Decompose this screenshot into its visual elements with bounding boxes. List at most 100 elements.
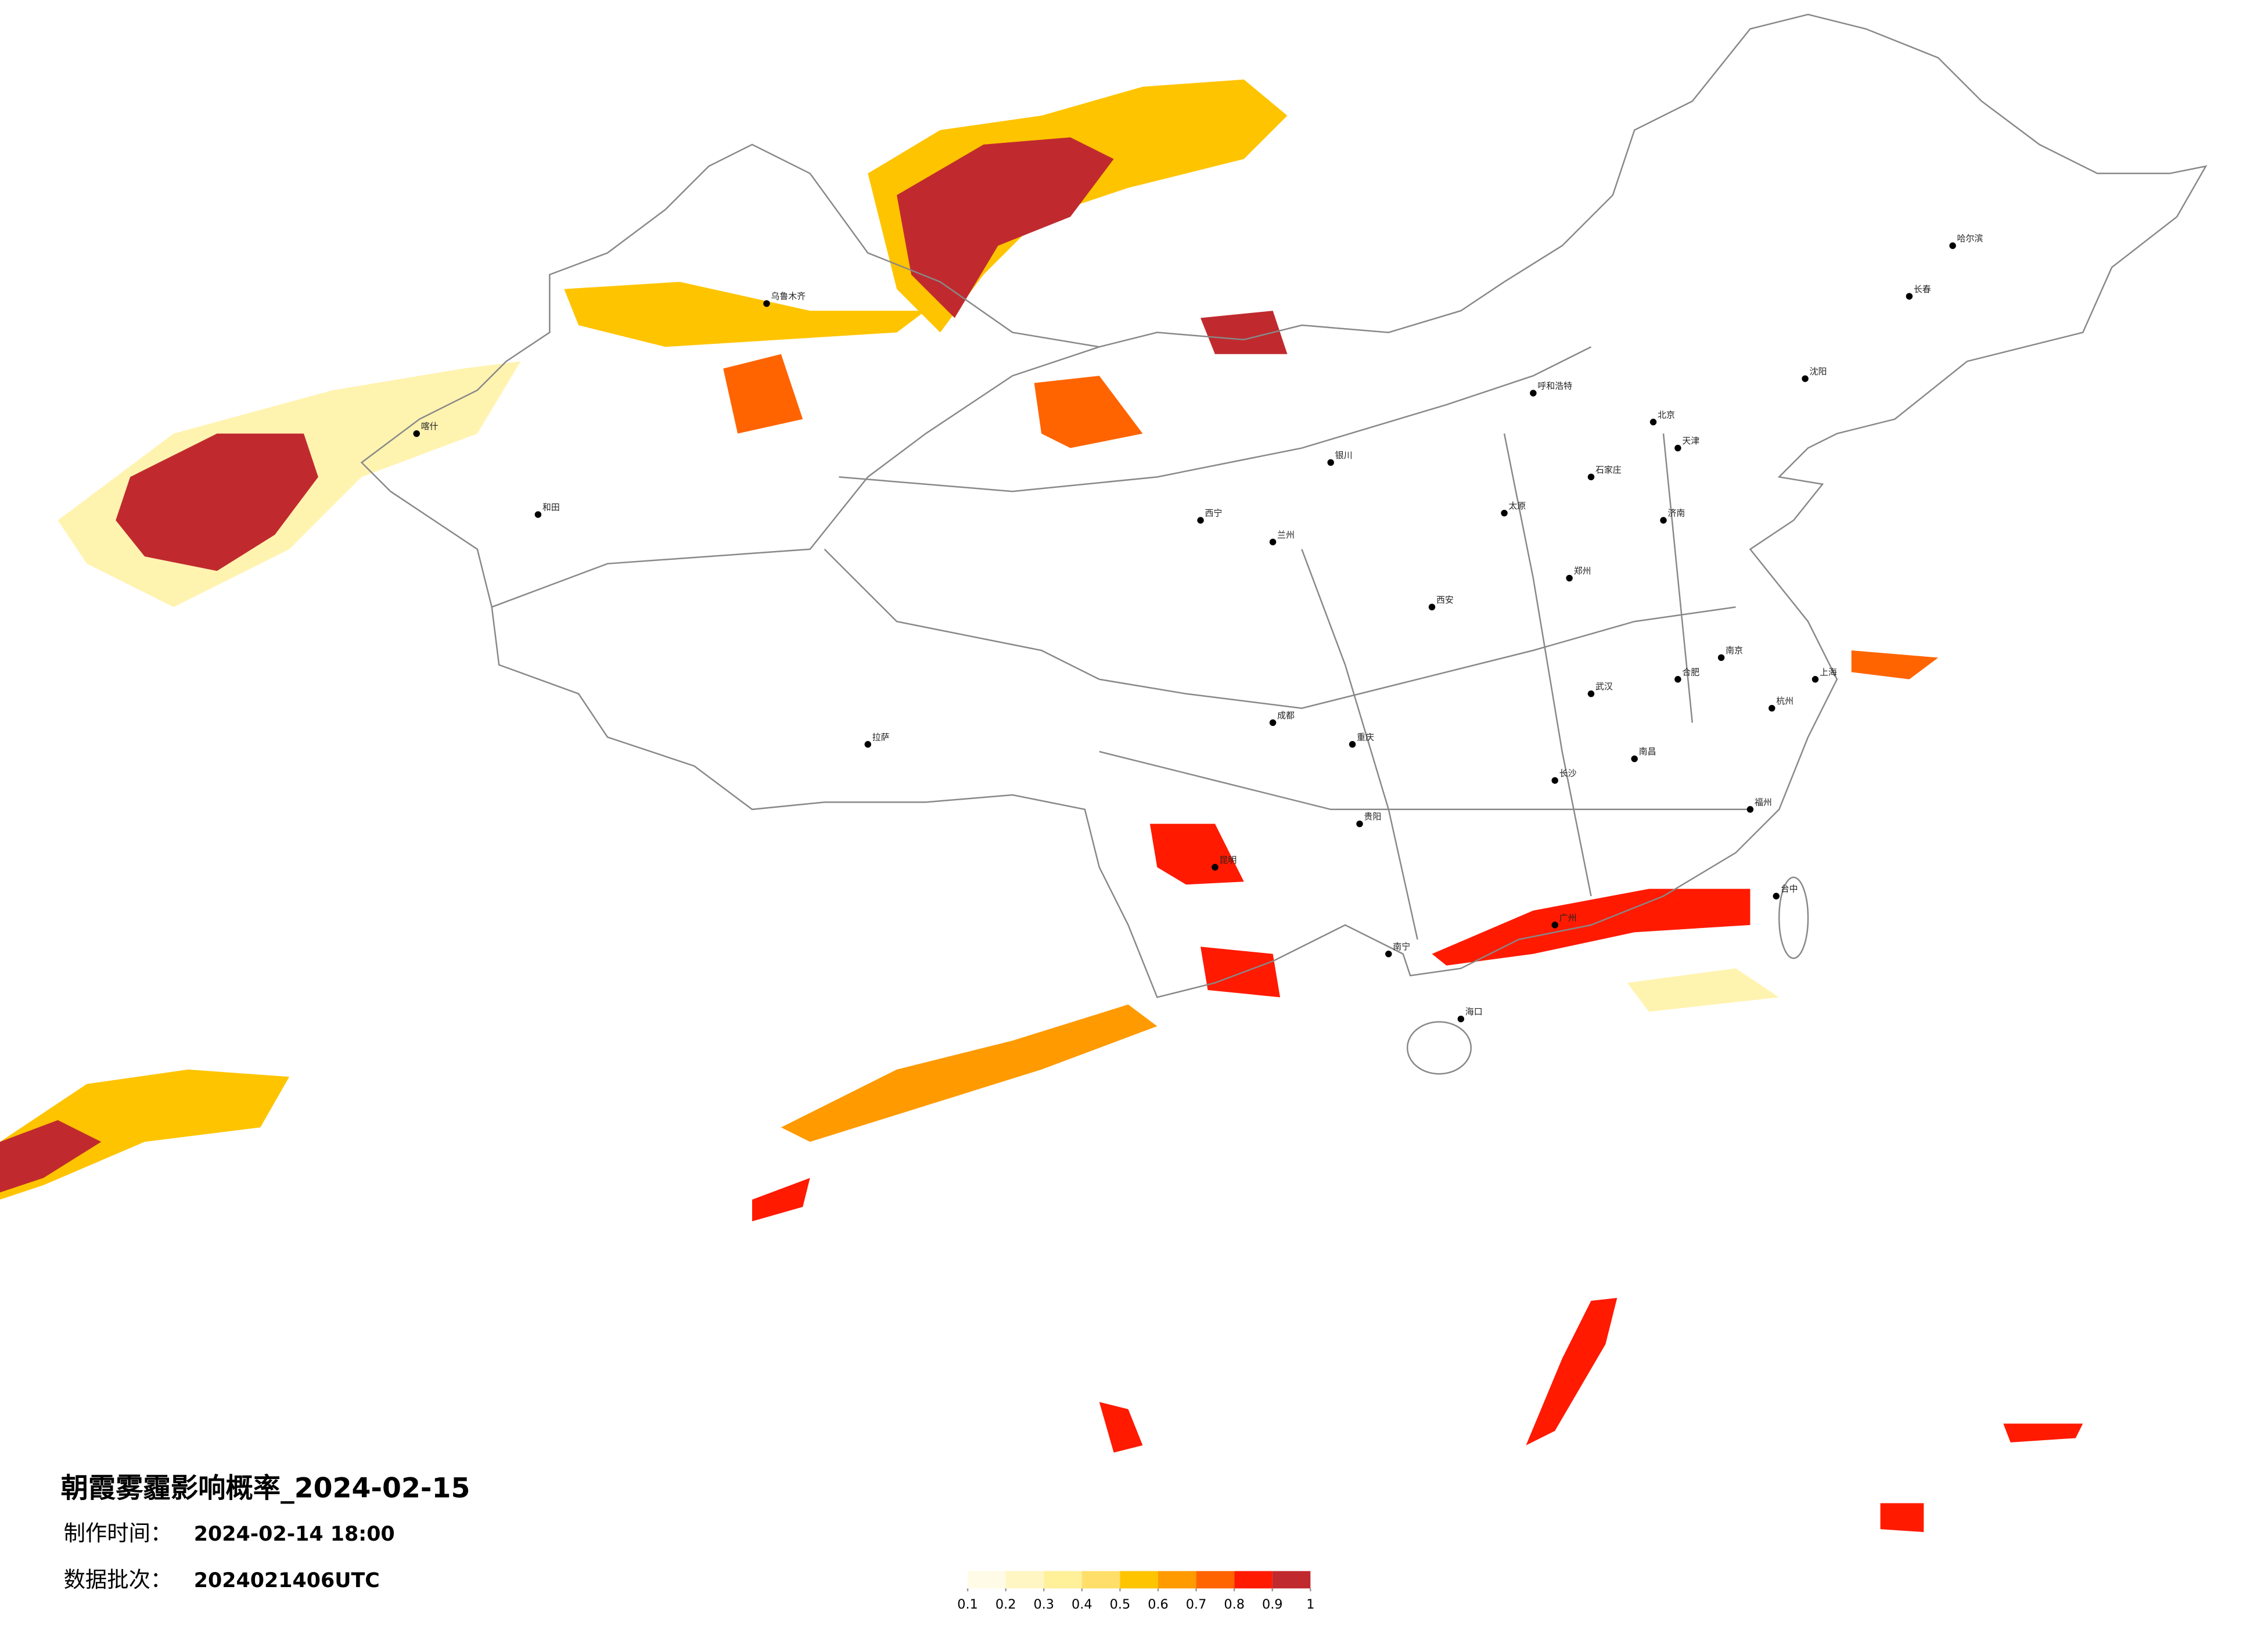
city-label: 武汉 <box>1595 681 1613 692</box>
city-label: 呼和浩特 <box>1537 381 1572 391</box>
fog-area <box>1432 888 1751 966</box>
fog-area <box>2003 1423 2083 1442</box>
city-dot <box>1649 419 1657 426</box>
city-label: 银川 <box>1335 450 1353 461</box>
city-dot <box>413 430 420 437</box>
city-dot <box>1769 704 1775 712</box>
city-dot <box>1587 690 1595 697</box>
legend-swatch <box>1005 1571 1044 1589</box>
legend-swatch <box>1044 1571 1082 1589</box>
fog-area <box>897 137 1114 318</box>
legend-tick-label: 0.5 <box>1110 1597 1131 1612</box>
city-label: 合肥 <box>1682 667 1699 677</box>
city-label: 太原 <box>1509 501 1526 511</box>
city-label: 杭州 <box>1776 696 1793 706</box>
city-dot <box>1674 444 1681 452</box>
city-dot <box>1356 820 1363 828</box>
city-dot <box>864 741 871 748</box>
city-dot <box>1802 375 1809 382</box>
city-dot <box>763 300 770 307</box>
city-label: 拉萨 <box>872 732 890 742</box>
city-label: 兰州 <box>1277 530 1295 540</box>
city-dot <box>1811 676 1819 683</box>
city-dot <box>1587 473 1595 481</box>
fog-area <box>1201 947 1281 998</box>
city-label: 成都 <box>1277 710 1295 721</box>
city-dot <box>1530 390 1537 397</box>
city-label: 南宁 <box>1393 941 1410 952</box>
city-dot <box>1501 509 1508 517</box>
legend-tick-label: 0.6 <box>1148 1597 1169 1612</box>
city-label: 贵阳 <box>1364 811 1381 822</box>
city-dot <box>534 511 542 518</box>
fog-area <box>564 282 926 347</box>
city-label: 济南 <box>1667 508 1685 519</box>
time-value: 2024-02-14 18:00 <box>194 1523 395 1546</box>
legend-swatch <box>968 1571 1006 1589</box>
city-label: 北京 <box>1658 409 1675 420</box>
legend-tick-label: 0.2 <box>995 1597 1016 1612</box>
city-label: 石家庄 <box>1595 465 1622 475</box>
fog-area <box>1526 1298 1618 1445</box>
fog-area <box>1851 650 1939 679</box>
fog-area <box>781 1004 1158 1142</box>
city-label: 西安 <box>1436 595 1454 605</box>
city-label: 广州 <box>1559 912 1577 923</box>
legend-tick-label: 0.9 <box>1262 1597 1283 1612</box>
city-dot <box>1773 893 1780 900</box>
fog-area <box>116 433 318 571</box>
legend-tick-label: 1 <box>1306 1597 1314 1612</box>
legend: 0.1 0.2 0.3 0.4 0.5 0.6 0.7 0.8 0.9 1 <box>957 1571 1314 1612</box>
batch-label: 数据批次： <box>64 1567 172 1592</box>
legend-swatch <box>1081 1571 1120 1589</box>
city-label: 哈尔滨 <box>1957 233 1983 244</box>
city-label: 喀什 <box>421 421 438 431</box>
city-dot <box>1212 864 1219 871</box>
city-dot <box>1428 603 1436 611</box>
city-dot <box>1674 676 1681 683</box>
legend-swatch <box>1120 1571 1159 1589</box>
fog-area <box>0 1120 102 1193</box>
legend-tick-label: 0.4 <box>1072 1597 1092 1612</box>
legend-swatch <box>1158 1571 1196 1589</box>
city-dot <box>1551 777 1558 784</box>
city-dot <box>1566 574 1573 582</box>
city-label: 南昌 <box>1639 746 1656 757</box>
fog-area <box>752 1178 810 1222</box>
city-label: 郑州 <box>1574 566 1591 576</box>
country-outline <box>360 13 2208 998</box>
legend-tick-label: 0.3 <box>1033 1597 1054 1612</box>
city-label: 长沙 <box>1559 768 1577 779</box>
city-dot <box>1746 806 1754 813</box>
batch-value: 2024021406UTC <box>194 1569 380 1592</box>
city-label: 台中 <box>1781 884 1798 894</box>
fog-area <box>1880 1503 1924 1533</box>
city-label: 和田 <box>542 502 560 513</box>
city-label: 天津 <box>1682 436 1699 446</box>
legend-tick-label: 0.8 <box>1224 1597 1245 1612</box>
legend-tick-label: 0.1 <box>957 1597 978 1612</box>
city-label: 长春 <box>1914 284 1931 294</box>
fog-area <box>1099 1402 1143 1453</box>
city-label: 福州 <box>1755 797 1772 807</box>
time-label: 制作时间： <box>64 1520 172 1546</box>
city-label: 重庆 <box>1357 732 1374 742</box>
city-label: 海口 <box>1465 1006 1483 1017</box>
fog-area <box>1034 376 1143 448</box>
city-dot <box>1349 741 1356 748</box>
legend-swatch <box>1272 1571 1311 1589</box>
hainan <box>1406 1021 1472 1075</box>
city-dot <box>1457 1015 1465 1023</box>
fog-area <box>1627 968 1780 1012</box>
city-dot <box>1631 755 1638 762</box>
fog-area <box>1149 823 1244 885</box>
city-label: 上海 <box>1820 667 1837 677</box>
fog-area <box>723 354 803 434</box>
fog-area <box>1201 311 1288 354</box>
fog-areas <box>0 79 2083 1533</box>
city-dot <box>1717 654 1725 661</box>
city-dot <box>1269 719 1277 726</box>
